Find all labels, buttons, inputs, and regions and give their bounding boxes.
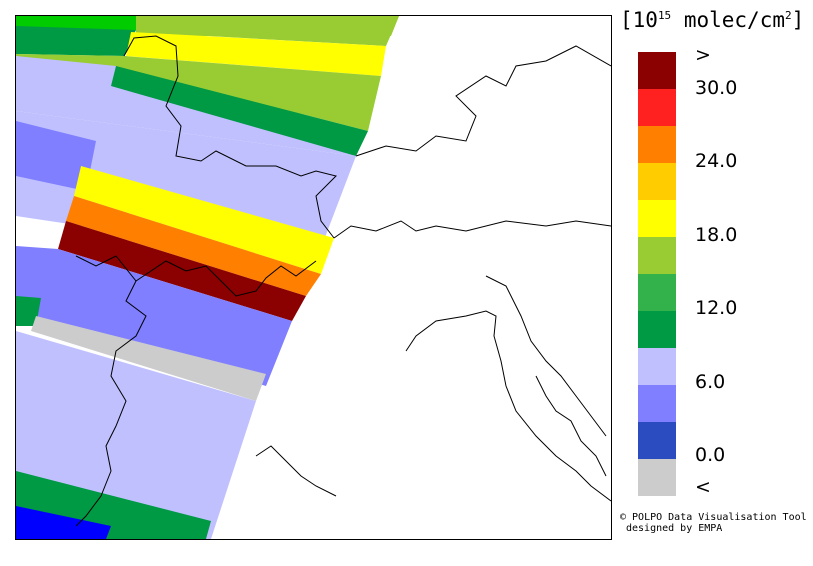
swath-band — [111, 66, 368, 156]
country-border — [123, 35, 337, 239]
legend-tick-label: < — [695, 476, 711, 498]
legend-tick-label: 12.0 — [695, 297, 738, 319]
swath-band — [16, 246, 292, 386]
color-scale-legend: [1015 molec/cm2] >30.0 24.0 18.0 12.0 6.0 0.0… — [615, 0, 813, 566]
credit-line-2: designed by EMPA — [626, 523, 723, 534]
legend-swatch — [638, 163, 676, 200]
swath-band — [16, 506, 111, 539]
legend-swatch — [638, 385, 676, 422]
legend-swatch — [638, 237, 676, 274]
map-panel — [15, 15, 612, 540]
legend-swatch — [638, 311, 676, 348]
legend-swatch — [638, 422, 676, 459]
legend-tick-label: > — [695, 44, 711, 66]
swath-band — [58, 221, 306, 321]
legend-tick-label: 18.0 — [695, 224, 738, 246]
legend-swatch — [638, 348, 676, 385]
swath-band — [16, 26, 136, 56]
swath-band — [16, 121, 96, 191]
coastline — [485, 275, 607, 437]
swath-band — [136, 16, 399, 46]
legend-tick-label: 6.0 — [695, 371, 726, 393]
country-border — [333, 220, 611, 239]
coastline — [535, 375, 607, 477]
legend-swatch — [638, 52, 676, 89]
swath-band — [16, 296, 41, 326]
legend-swatch — [638, 274, 676, 311]
swath-band — [16, 16, 136, 30]
legend-swatch — [638, 89, 676, 126]
country-border — [355, 45, 611, 157]
swath-band — [31, 316, 266, 401]
swath-band — [126, 32, 386, 76]
coastline — [405, 310, 611, 502]
legend-swatch — [638, 459, 676, 496]
swath-band — [116, 56, 381, 131]
legend-unit-label: [1015 molec/cm2] — [620, 8, 805, 32]
borders-coastlines — [75, 35, 611, 527]
coastline — [255, 445, 337, 497]
legend-tick-label: 0.0 — [695, 444, 726, 466]
swath-band — [74, 166, 334, 274]
no2-swath-map — [16, 16, 611, 539]
satellite-swath — [16, 16, 399, 539]
swath-band — [66, 196, 321, 296]
legend-swatch — [638, 200, 676, 237]
country-border — [75, 255, 317, 297]
legend-swatch — [638, 126, 676, 163]
credit-line-1: © POLPO Data Visualisation Tool — [620, 512, 807, 523]
country-border — [75, 280, 147, 527]
legend-tick-label: 24.0 — [695, 150, 738, 172]
legend-tick-label: 30.0 — [695, 77, 738, 99]
